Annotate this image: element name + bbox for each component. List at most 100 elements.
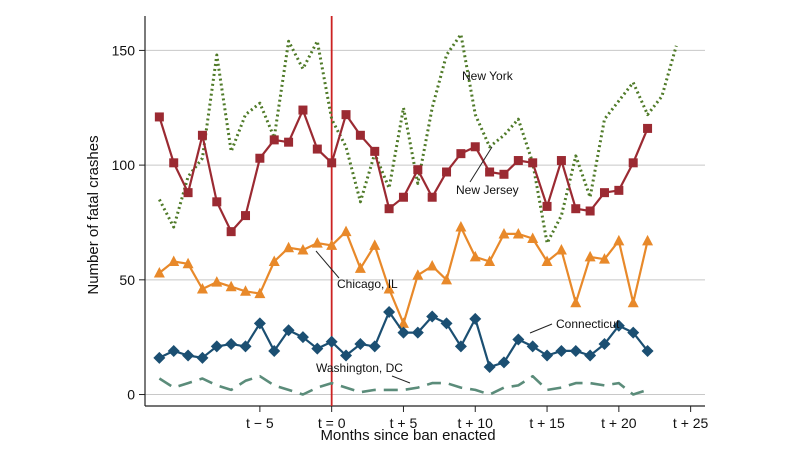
- series-new-jersey: [154, 105, 653, 237]
- x-tick-label: t + 10: [458, 415, 494, 431]
- data-point: [153, 266, 165, 278]
- data-point: [556, 156, 566, 166]
- data-point: [397, 317, 409, 328]
- data-point: [454, 340, 467, 353]
- data-point: [442, 167, 452, 177]
- data-point: [612, 319, 625, 332]
- data-point: [497, 356, 510, 369]
- data-point: [642, 234, 654, 246]
- annotation-leader: [315, 250, 340, 279]
- data-point: [340, 349, 353, 362]
- data-point: [598, 338, 611, 351]
- data-point: [327, 158, 337, 168]
- data-point: [239, 340, 252, 353]
- x-tick-label: t − 5: [246, 415, 274, 431]
- x-tick-label: t + 5: [390, 415, 418, 431]
- y-axis-title: Number of fatal crashes: [85, 135, 102, 294]
- data-point: [368, 340, 381, 353]
- data-point: [168, 255, 180, 266]
- data-point: [312, 144, 322, 154]
- data-point: [196, 283, 208, 294]
- data-point: [383, 305, 396, 318]
- data-point: [455, 221, 467, 232]
- data-point: [456, 149, 466, 159]
- data-point: [268, 255, 280, 266]
- annotation-leader: [469, 146, 493, 183]
- data-point: [427, 192, 437, 202]
- data-point: [555, 244, 567, 255]
- data-point: [212, 197, 222, 207]
- data-point: [240, 285, 252, 296]
- data-point: [241, 211, 251, 221]
- data-point: [469, 312, 482, 325]
- data-point: [627, 296, 639, 308]
- annotation-label: New York: [462, 69, 514, 83]
- data-point: [411, 326, 424, 339]
- data-point: [570, 296, 582, 308]
- series-layer: [153, 32, 678, 396]
- series-line-chicago-il: [158, 226, 649, 325]
- data-point: [255, 153, 265, 163]
- annotation-leader: [529, 323, 553, 334]
- annotation-label: Connecticut: [556, 317, 620, 331]
- data-point: [254, 287, 266, 299]
- data-point: [469, 250, 481, 262]
- data-point: [298, 105, 308, 115]
- y-tick-label: 100: [112, 157, 136, 173]
- series-chicago-il: [153, 221, 654, 328]
- x-tick-label: t + 15: [529, 415, 565, 431]
- y-tick-label: 0: [127, 387, 135, 403]
- data-point: [614, 185, 624, 195]
- data-point: [196, 351, 209, 364]
- data-point: [584, 250, 596, 262]
- y-tick-label: 150: [112, 42, 136, 58]
- data-point: [398, 192, 408, 202]
- data-point: [284, 137, 294, 147]
- series-new-york: [158, 32, 678, 245]
- data-point: [369, 239, 381, 250]
- series-connecticut: [153, 305, 654, 373]
- data-point: [326, 239, 338, 250]
- data-point: [268, 344, 281, 357]
- data-point: [197, 130, 207, 140]
- data-point: [470, 142, 480, 152]
- data-point: [512, 333, 525, 346]
- data-point: [512, 227, 524, 239]
- data-point: [341, 110, 351, 120]
- data-point: [154, 112, 164, 122]
- data-point: [528, 158, 538, 168]
- data-point: [282, 324, 295, 337]
- data-point: [571, 204, 581, 214]
- data-point: [483, 361, 496, 373]
- data-point: [383, 283, 395, 294]
- data-point: [413, 165, 423, 175]
- data-point: [613, 234, 625, 246]
- data-point: [311, 237, 323, 248]
- series-line-new-york: [158, 32, 678, 245]
- x-axis-title: Months since ban enacted: [320, 427, 495, 444]
- data-point: [598, 253, 610, 264]
- annotation-label: New Jersey: [456, 183, 519, 197]
- data-point: [253, 317, 266, 330]
- data-point: [340, 225, 352, 237]
- data-point: [167, 344, 180, 357]
- x-tick-label: t = 0: [318, 415, 346, 431]
- data-point: [426, 260, 438, 271]
- data-point: [485, 167, 495, 177]
- data-point: [412, 269, 424, 280]
- data-point: [384, 204, 394, 214]
- data-point: [182, 257, 194, 269]
- data-point: [183, 188, 193, 198]
- data-point: [513, 156, 523, 166]
- x-tick-label: t + 25: [673, 415, 709, 431]
- data-point: [542, 201, 552, 211]
- data-point: [297, 244, 309, 255]
- data-point: [585, 206, 595, 216]
- data-point: [627, 326, 640, 339]
- data-point: [426, 310, 439, 323]
- data-point: [354, 262, 366, 273]
- annotation-leader: [391, 375, 411, 384]
- data-point: [569, 344, 582, 357]
